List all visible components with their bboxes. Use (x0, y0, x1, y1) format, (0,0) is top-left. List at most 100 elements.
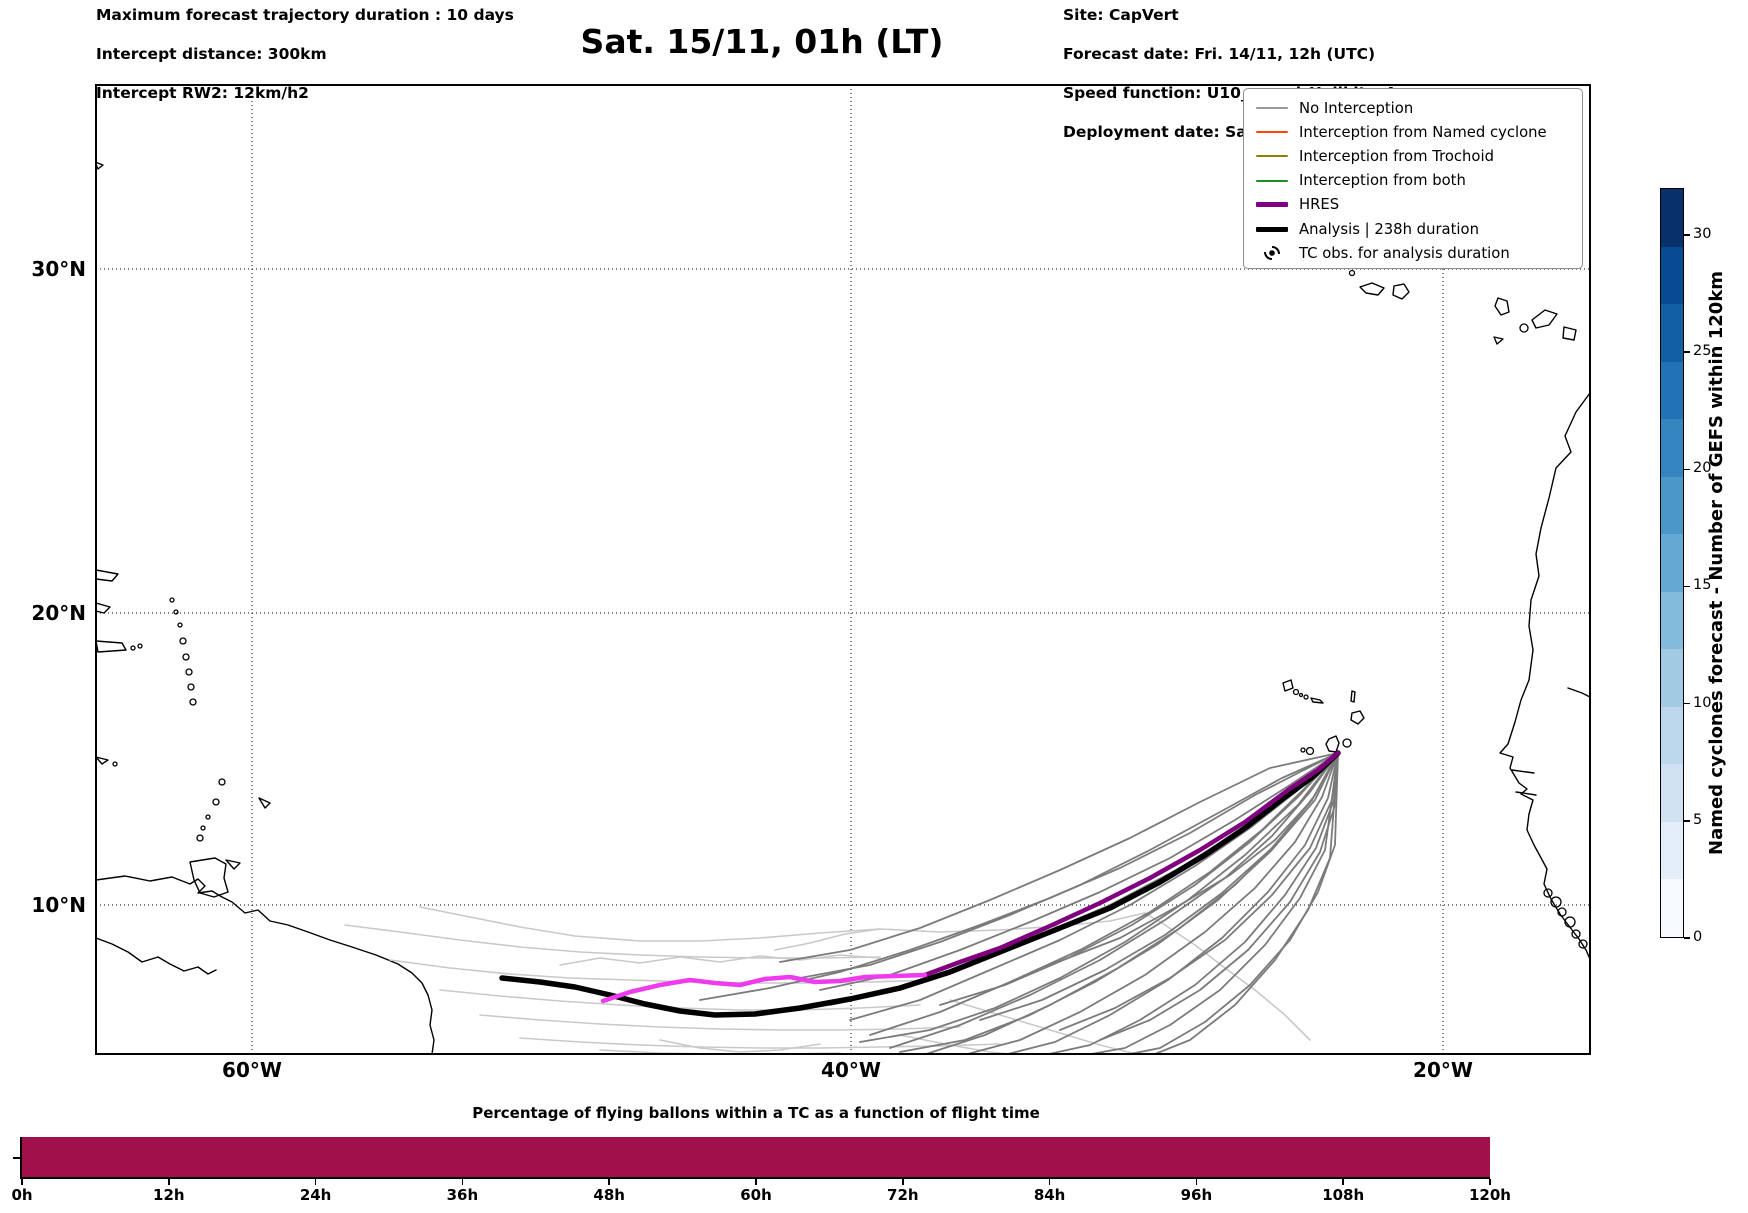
island (182, 653, 190, 661)
colorbar-tick-label: 5 (1693, 811, 1703, 828)
bottom-chart-tick (902, 1179, 904, 1185)
colorbar-tick (1684, 937, 1690, 939)
coastline (258, 797, 271, 809)
bottom-chart-tick (314, 1179, 317, 1185)
trajectory-gefs-members-bundle-no-interception-dark- (1152, 752, 1339, 1054)
forecast-date-text: Forecast date: Fri. 14/11, 12h (UTC) (1063, 45, 1376, 63)
island (189, 698, 197, 706)
trajectory-gefs-members-far-field-no-interception-light- (559, 954, 881, 966)
legend-label: TC obs. for analysis duration (1299, 244, 1510, 262)
coastline (96, 602, 111, 614)
bottom-chart-tick-label: 12h (153, 1186, 185, 1204)
island (1571, 929, 1581, 939)
island (1342, 738, 1352, 748)
island (196, 834, 204, 842)
legend-item: No Interception (1256, 96, 1570, 120)
map-border (95, 84, 1591, 1055)
coastline (1282, 679, 1294, 692)
xtick-label-20w: 20°W (1413, 1058, 1473, 1082)
intercept-distance-text: Intercept distance: 300km (96, 45, 327, 63)
coastline (1499, 392, 1590, 960)
legend-line-swatch (1256, 202, 1288, 208)
island (173, 609, 179, 615)
legend-line-swatch (1256, 131, 1288, 134)
trajectory-gefs-members-bundle-no-interception-dark- (899, 752, 1339, 1053)
bottom-chart-tick (755, 1179, 757, 1185)
colorbar-segment (1661, 764, 1683, 822)
island (169, 597, 175, 603)
colorbar-tick-label: 20 (1693, 460, 1712, 477)
bottom-chart-tick-label: 60h (740, 1186, 772, 1204)
coastline (1359, 282, 1385, 296)
colorbar-tick (1684, 468, 1690, 470)
intercept-rw2-text: Intercept RW2: 12km/h2 (96, 84, 309, 102)
header-left-annotations: Maximum forecast trajectory duration : 1… (96, 6, 514, 104)
colorbar-segment (1661, 591, 1683, 650)
legend-item: Interception from Trochoid (1256, 144, 1570, 168)
coastline (189, 857, 229, 898)
bottom-chart-tick-label: 84h (1033, 1186, 1066, 1204)
legend-label: Interception from Trochoid (1299, 147, 1494, 165)
island (179, 637, 187, 645)
island (1348, 269, 1356, 277)
legend-line-swatch (1256, 107, 1288, 110)
colorbar-tick (1684, 585, 1690, 588)
bottom-chart-tick-label: 24h (299, 1186, 332, 1204)
bottom-chart-tick-label: 108h (1322, 1186, 1365, 1204)
bottom-chart-tick (1342, 1179, 1344, 1185)
coastline (1567, 687, 1590, 698)
colorbar-tick (1684, 702, 1690, 705)
map-legend: No Interception Interception from Named c… (1243, 88, 1583, 269)
bottom-chart-tick-label: 96h (1180, 1186, 1213, 1204)
trajectory-gefs-members-far-field-no-interception-light- (659, 1039, 821, 1053)
bottom-chart-title: Percentage of flying ballons within a TC… (472, 1104, 1040, 1122)
trajectory-gefs-members-bundle-no-interception-dark- (1086, 752, 1339, 1054)
colorbar (1660, 188, 1684, 938)
colorbar-segment (1661, 246, 1683, 305)
colorbar-tick (1684, 234, 1690, 236)
colorbar-segment (1661, 879, 1683, 937)
trajectory-gefs-members-far-field-no-interception-light- (439, 989, 921, 1011)
island (218, 778, 226, 786)
bottom-chart-tick (1195, 1179, 1198, 1185)
bottom-chart-bar (22, 1137, 1490, 1177)
bottom-chart-tick (21, 1179, 23, 1185)
coastline (225, 859, 241, 870)
island (1303, 694, 1309, 700)
legend-item: TC obs. for analysis duration (1256, 241, 1570, 265)
legend-label: HRES (1299, 196, 1340, 214)
island (1543, 888, 1553, 898)
coastline (1493, 336, 1504, 345)
island (1578, 939, 1588, 949)
colorbar-segment (1661, 361, 1683, 420)
island (1298, 692, 1304, 698)
bottom-chart-y-axis (20, 1137, 22, 1179)
bottom-chart-tick (461, 1179, 464, 1185)
legend-item: Analysis | 238h duration (1256, 217, 1570, 241)
trajectory-hres (922, 750, 1341, 978)
colorbar-tick (1684, 351, 1690, 353)
trajectory-gefs-members-bundle-no-interception-dark- (1059, 752, 1339, 1031)
trajectory-analysis-238h-duration (499, 750, 1341, 1018)
bottom-chart-tick-label: 72h (887, 1186, 919, 1204)
coastline (1310, 697, 1324, 704)
colorbar-tick (1684, 820, 1690, 822)
colorbar-segment (1661, 706, 1683, 765)
bottom-chart-tick (168, 1179, 170, 1185)
trajectory-gefs-members-far-field-no-interception-light- (774, 928, 881, 951)
bottom-chart-tick-label: 48h (593, 1186, 625, 1204)
colorbar-segment (1661, 189, 1683, 247)
coastline (1350, 710, 1365, 725)
trajectory-gefs-members-far-field-no-interception-light- (899, 1034, 1019, 1054)
island (185, 668, 193, 676)
trajectory-hres-early-segment- (600, 972, 928, 1004)
colorbar-tick-label: 25 (1693, 343, 1712, 360)
trajectory-gefs-members-far-field-no-interception-light- (344, 924, 881, 959)
legend-line-swatch (1256, 179, 1288, 182)
colorbar-segment (1661, 649, 1683, 707)
coastline (1515, 791, 1537, 796)
site-text: Site: CapVert (1063, 6, 1179, 24)
coastline (1494, 297, 1510, 316)
